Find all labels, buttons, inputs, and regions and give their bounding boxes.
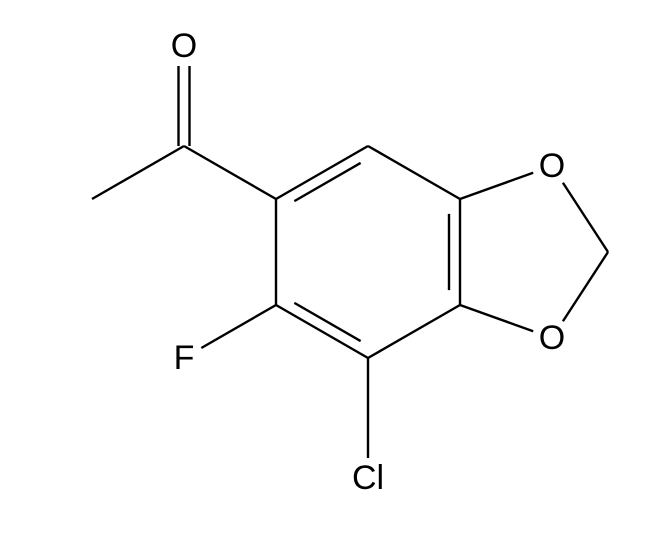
molecule-diagram: O F Cl O O	[0, 0, 646, 552]
atom-label-f: F	[174, 339, 195, 377]
atom-label-o: O	[171, 27, 197, 65]
atom-label-o: O	[539, 147, 565, 185]
atom-label-cl: Cl	[352, 459, 384, 497]
atom-label-o: O	[539, 319, 565, 357]
